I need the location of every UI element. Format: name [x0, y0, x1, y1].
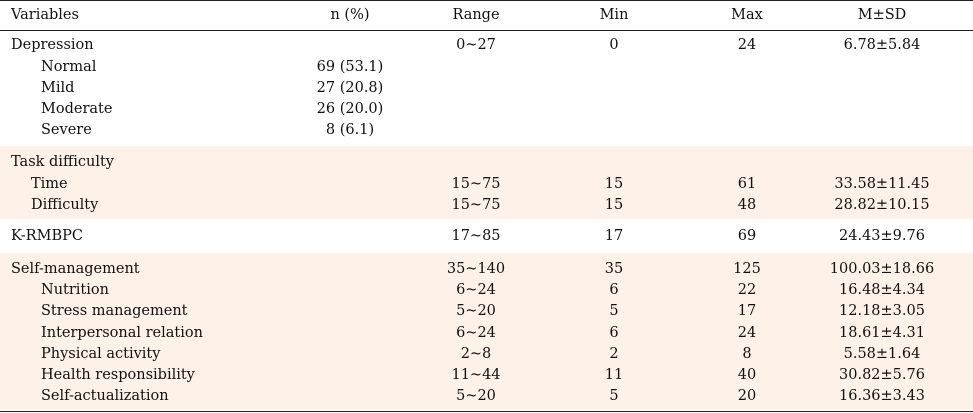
row-label: Self-actualization — [41, 388, 169, 404]
row-label: Nutrition — [41, 282, 109, 298]
cell-max: 61 — [737, 176, 757, 192]
table-row: Moderate 26 (20.0) — [0, 99, 973, 120]
cell-range: 17~85 — [451, 228, 501, 244]
header-mean-sd: M±SD — [857, 7, 907, 23]
row-label: Depression — [11, 37, 94, 53]
cell-range: 5~20 — [456, 303, 496, 319]
cell-mean-sd: 6.78±5.84 — [843, 37, 921, 53]
table-row: Normal 69 (53.1) — [0, 57, 973, 78]
cell-max: 20 — [737, 388, 757, 404]
table-header-row: Variables n (%) Range Min Max M±SD — [0, 5, 973, 26]
cell-min: 6 — [609, 282, 619, 298]
table-row: Difficulty 15~75 15 48 28.82±10.15 — [0, 195, 973, 216]
header-max: Max — [731, 7, 763, 23]
cell-range: 2~8 — [460, 346, 492, 362]
cell-range: 15~75 — [451, 197, 501, 213]
cell-mean-sd: 24.43±9.76 — [839, 228, 925, 244]
cell-mean-sd: 28.82±10.15 — [834, 197, 930, 213]
table-header-rule — [0, 30, 973, 31]
row-label: Moderate — [41, 101, 113, 117]
cell-min: 15 — [604, 197, 624, 213]
cell-min: 0 — [609, 37, 619, 53]
table-row: Time 15~75 15 61 33.58±11.45 — [0, 174, 973, 195]
cell-max: 8 — [742, 346, 752, 362]
cell-n: 27 (20.8) — [316, 80, 384, 96]
row-label: K-RMBPC — [11, 228, 83, 244]
table-row: Task difficulty — [0, 152, 973, 173]
cell-n: 8 (6.1) — [325, 122, 375, 138]
cell-mean-sd: 100.03±18.66 — [829, 261, 935, 277]
header-n-percent: n (%) — [330, 7, 370, 23]
row-label: Stress management — [41, 303, 188, 319]
self-management-band — [0, 253, 973, 410]
table-top-rule — [0, 0, 973, 1]
cell-range: 6~24 — [456, 282, 496, 298]
cell-min: 6 — [609, 325, 619, 341]
table-bottom-rule — [0, 411, 973, 412]
cell-mean-sd: 30.82±5.76 — [839, 367, 925, 383]
cell-mean-sd: 18.61±4.31 — [839, 325, 925, 341]
row-label: Severe — [41, 122, 92, 138]
table-row: Severe 8 (6.1) — [0, 120, 973, 141]
cell-range: 11~44 — [451, 367, 501, 383]
cell-max: 24 — [737, 325, 757, 341]
cell-min: 5 — [609, 388, 619, 404]
row-label: Mild — [41, 80, 75, 96]
cell-mean-sd: 16.36±3.43 — [839, 388, 925, 404]
table-row: Interpersonal relation 6~24 6 24 18.61±4… — [0, 323, 973, 344]
row-label: Physical activity — [41, 346, 161, 362]
header-variables: Variables — [11, 7, 79, 23]
row-label: Health responsibility — [41, 367, 195, 383]
cell-max: 69 — [737, 228, 757, 244]
table-row: Self-actualization 5~20 5 20 16.36±3.43 — [0, 386, 973, 407]
cell-min: 35 — [604, 261, 624, 277]
cell-max: 40 — [737, 367, 757, 383]
cell-mean-sd: 12.18±3.05 — [839, 303, 925, 319]
cell-range: 35~140 — [446, 261, 506, 277]
table-row: Stress management 5~20 5 17 12.18±3.05 — [0, 301, 973, 322]
cell-min: 17 — [604, 228, 624, 244]
cell-n: 26 (20.0) — [316, 101, 384, 117]
row-label: Time — [31, 176, 68, 192]
table-row: K-RMBPC 17~85 17 69 24.43±9.76 — [0, 226, 973, 247]
cell-max: 22 — [737, 282, 757, 298]
table-row: Mild 27 (20.8) — [0, 78, 973, 99]
cell-min: 2 — [609, 346, 619, 362]
table-row: Self-management 35~140 35 125 100.03±18.… — [0, 259, 973, 280]
cell-min: 15 — [604, 176, 624, 192]
row-label: Task difficulty — [11, 154, 115, 170]
row-label: Interpersonal relation — [41, 325, 203, 341]
cell-min: 5 — [609, 303, 619, 319]
task-difficulty-band — [0, 146, 973, 219]
cell-max: 24 — [737, 37, 757, 53]
row-label: Self-management — [11, 261, 140, 277]
row-label: Normal — [41, 59, 97, 75]
cell-mean-sd: 16.48±4.34 — [839, 282, 925, 298]
header-min: Min — [599, 7, 629, 23]
cell-range: 6~24 — [456, 325, 496, 341]
table-row: Depression 0~27 0 24 6.78±5.84 — [0, 35, 973, 56]
header-range: Range — [452, 7, 500, 23]
row-label: Difficulty — [31, 197, 99, 213]
table-row: Health responsibility 11~44 11 40 30.82±… — [0, 365, 973, 386]
cell-mean-sd: 5.58±1.64 — [843, 346, 921, 362]
cell-n: 69 (53.1) — [316, 59, 384, 75]
cell-max: 125 — [733, 261, 761, 277]
cell-max: 17 — [737, 303, 757, 319]
cell-range: 0~27 — [456, 37, 496, 53]
cell-range: 5~20 — [456, 388, 496, 404]
cell-min: 11 — [604, 367, 624, 383]
cell-max: 48 — [737, 197, 757, 213]
table-row: Physical activity 2~8 2 8 5.58±1.64 — [0, 344, 973, 365]
cell-mean-sd: 33.58±11.45 — [834, 176, 930, 192]
cell-range: 15~75 — [451, 176, 501, 192]
table-row: Nutrition 6~24 6 22 16.48±4.34 — [0, 280, 973, 301]
